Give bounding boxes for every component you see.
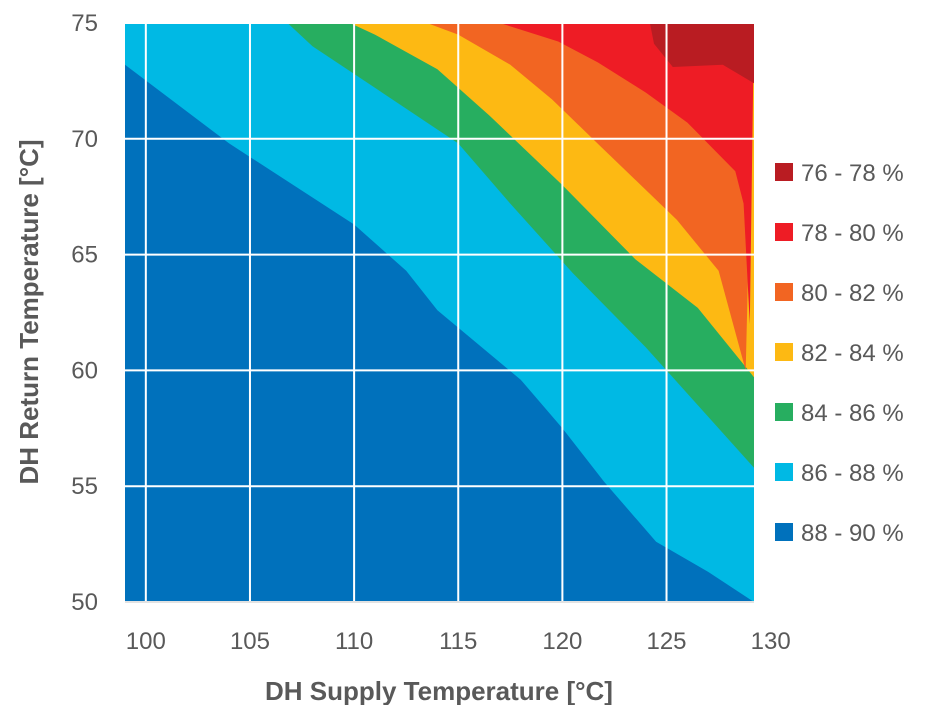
legend-swatch <box>775 523 793 541</box>
contour-regions <box>125 23 754 602</box>
region-76-78 <box>649 23 754 84</box>
x-tick-label: 105 <box>230 628 270 655</box>
legend-label: 78 - 80 % <box>801 220 904 247</box>
region-78-80 <box>499 23 754 325</box>
legend: 76 - 78 % 78 - 80 % 80 - 82 % 82 - 84 % 84 -… <box>775 160 904 547</box>
legend-swatch <box>775 163 793 181</box>
y-tick-label: 50 <box>71 589 98 616</box>
legend-swatch <box>775 403 793 421</box>
x-tick-label: 120 <box>542 628 582 655</box>
region-88-90 <box>125 64 754 602</box>
legend-label: 84 - 86 % <box>801 400 904 427</box>
legend-swatch <box>775 283 793 301</box>
legend-label: 86 - 88 % <box>801 460 904 487</box>
x-axis-title: DH Supply Temperature [°C] <box>265 676 613 705</box>
legend-label: 76 - 78 % <box>801 160 904 187</box>
x-tick-label: 100 <box>126 628 166 655</box>
tick-labels: 100 105 110 115 120 125 130 50 55 60 65 70 75 <box>71 10 790 655</box>
x-tick-label: 130 <box>751 628 791 655</box>
grid <box>125 22 754 603</box>
x-tick-label: 110 <box>335 628 373 655</box>
legend-label: 82 - 84 % <box>801 340 904 367</box>
y-tick-label: 70 <box>71 126 98 153</box>
legend-label: 88 - 90 % <box>801 520 904 547</box>
y-tick-label: 55 <box>71 473 98 500</box>
legend-swatch <box>775 463 793 481</box>
y-tick-label: 65 <box>71 242 98 269</box>
legend-label: 80 - 82 % <box>801 280 904 307</box>
y-tick-label: 60 <box>71 357 98 384</box>
legend-swatch <box>775 223 793 241</box>
x-tick-label: 125 <box>646 628 686 655</box>
x-tick-label: 115 <box>439 628 477 655</box>
y-axis-title: DH Return Temperature [°C] <box>14 139 44 484</box>
y-tick-label: 75 <box>71 10 98 37</box>
legend-swatch <box>775 343 793 361</box>
